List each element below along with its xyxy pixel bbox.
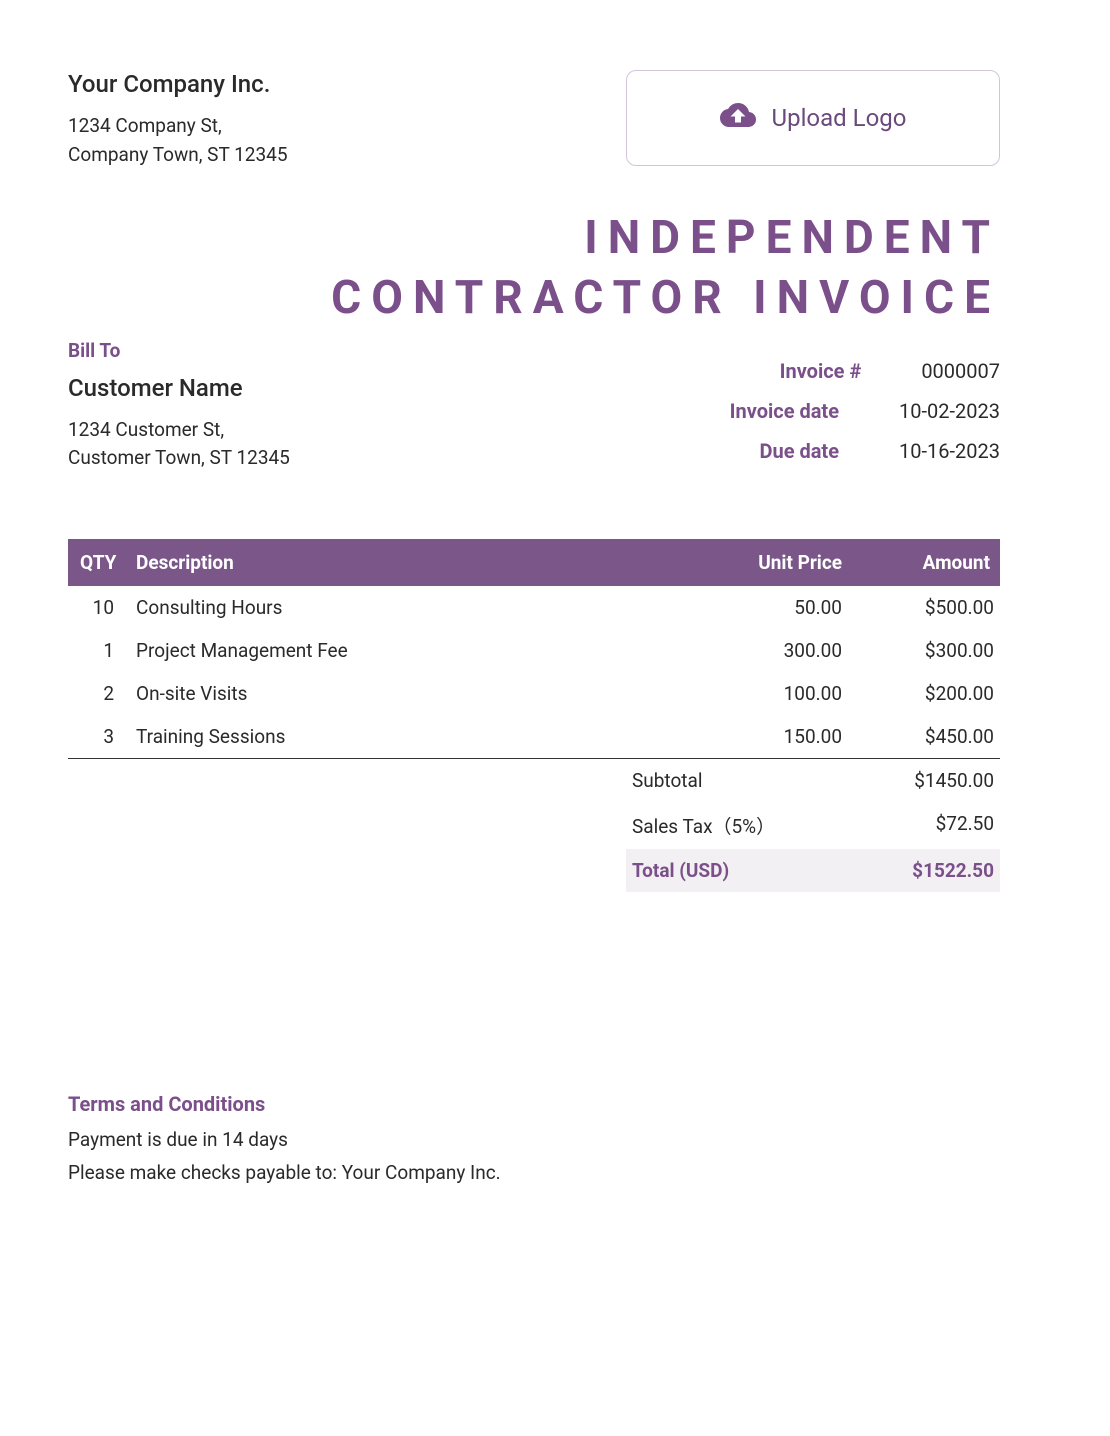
invoice-date-label: Invoice date: [626, 399, 899, 423]
cloud-upload-icon: [720, 97, 756, 139]
col-qty: QTY: [68, 539, 128, 586]
cell-qty: 2: [68, 672, 128, 715]
terms-line-1: Payment is due in 14 days: [68, 1128, 1000, 1151]
cell-amount: $300.00: [850, 629, 1000, 672]
due-date-value: 10-16-2023: [899, 439, 1000, 463]
cell-description: On-site Visits: [128, 672, 650, 715]
cell-qty: 3: [68, 715, 128, 759]
table-row: 2On-site Visits100.00$200.00: [68, 672, 1000, 715]
company-name: Your Company Inc.: [68, 70, 288, 98]
cell-amount: $450.00: [850, 715, 1000, 759]
total-label: Total (USD): [632, 859, 729, 882]
bill-to-block: Bill To Customer Name 1234 Customer St, …: [68, 339, 290, 473]
cell-qty: 10: [68, 586, 128, 629]
title-line-2: CONTRACTOR INVOICE: [68, 269, 1000, 329]
invoice-number-label: Invoice #: [626, 359, 921, 383]
col-description: Description: [128, 539, 650, 586]
terms-line-2: Please make checks payable to: Your Comp…: [68, 1161, 1000, 1184]
cell-description: Project Management Fee: [128, 629, 650, 672]
title-line-1: INDEPENDENT: [68, 209, 1000, 269]
table-row: 1Project Management Fee300.00$300.00: [68, 629, 1000, 672]
company-block: Your Company Inc. 1234 Company St, Compa…: [68, 70, 288, 169]
line-items-table: QTY Description Unit Price Amount 10Cons…: [68, 539, 1000, 759]
cell-unit-price: 150.00: [650, 715, 850, 759]
subtotal-label: Subtotal: [632, 769, 702, 792]
table-header-row: QTY Description Unit Price Amount: [68, 539, 1000, 586]
table-row: 3Training Sessions150.00$450.00: [68, 715, 1000, 759]
invoice-number-value: 0000007: [921, 359, 1000, 383]
total-value: $1522.50: [912, 859, 994, 882]
cell-description: Training Sessions: [128, 715, 650, 759]
company-address-line2: Company Town, ST 12345: [68, 141, 288, 170]
cell-amount: $500.00: [850, 586, 1000, 629]
upload-logo-label: Upload Logo: [772, 104, 907, 132]
totals-block: Subtotal $1450.00 Sales Tax（5%） $72.50 T…: [626, 759, 1000, 892]
cell-unit-price: 50.00: [650, 586, 850, 629]
cell-qty: 1: [68, 629, 128, 672]
company-address-line1: 1234 Company St,: [68, 112, 288, 141]
customer-address: 1234 Customer St, Customer Town, ST 1234…: [68, 416, 290, 473]
tax-value: $72.50: [936, 812, 994, 839]
customer-address-line2: Customer Town, ST 12345: [68, 444, 290, 473]
customer-address-line1: 1234 Customer St,: [68, 416, 290, 445]
cell-description: Consulting Hours: [128, 586, 650, 629]
terms-header: Terms and Conditions: [68, 1092, 1000, 1116]
table-row: 10Consulting Hours50.00$500.00: [68, 586, 1000, 629]
document-title: INDEPENDENT CONTRACTOR INVOICE: [68, 209, 1000, 329]
upload-logo-button[interactable]: Upload Logo: [626, 70, 1000, 166]
col-amount: Amount: [850, 539, 1000, 586]
customer-name: Customer Name: [68, 374, 290, 402]
company-address: 1234 Company St, Company Town, ST 12345: [68, 112, 288, 169]
cell-amount: $200.00: [850, 672, 1000, 715]
subtotal-value: $1450.00: [914, 769, 994, 792]
bill-to-label: Bill To: [68, 339, 290, 362]
cell-unit-price: 100.00: [650, 672, 850, 715]
invoice-date-value: 10-02-2023: [899, 399, 1000, 423]
invoice-meta: Invoice # 0000007 Invoice date 10-02-202…: [626, 359, 1000, 479]
cell-unit-price: 300.00: [650, 629, 850, 672]
col-unit-price: Unit Price: [650, 539, 850, 586]
due-date-label: Due date: [626, 439, 899, 463]
terms-block: Terms and Conditions Payment is due in 1…: [68, 1092, 1000, 1184]
tax-label: Sales Tax（5%）: [632, 812, 775, 839]
